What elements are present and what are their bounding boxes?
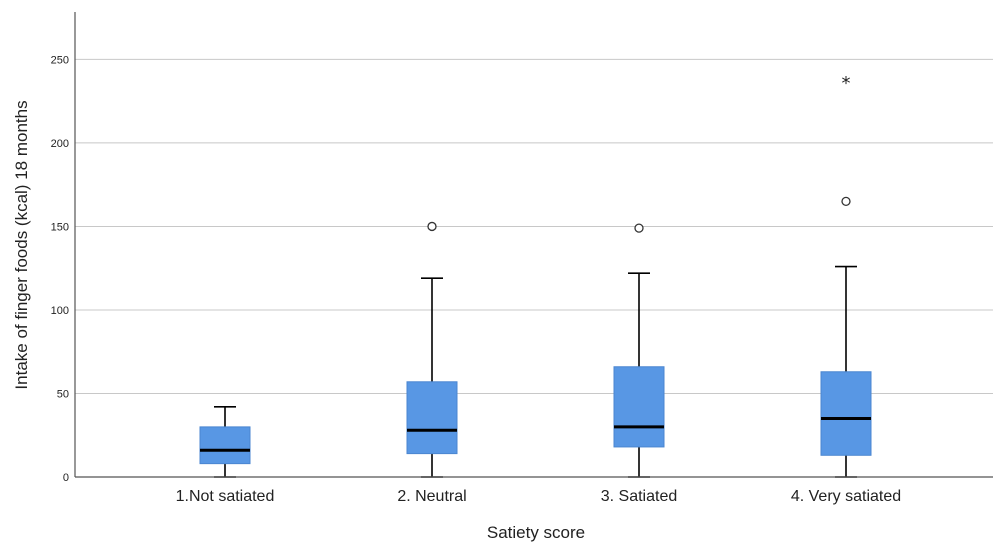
box-group — [406, 221, 458, 478]
y-tick-label: 200 — [51, 138, 69, 150]
y-tick-label: 150 — [51, 221, 69, 233]
x-category-label: 3. Satiated — [601, 488, 678, 505]
box-group — [199, 406, 251, 478]
x-category-labels: 1.Not satiated 2. Neutral 3. Satiated 4. Ve… — [176, 488, 902, 505]
y-tick-label: 0 — [63, 472, 69, 484]
boxes: * — [199, 73, 872, 478]
y-tick-label: 250 — [51, 54, 69, 66]
iqr-box — [199, 426, 251, 465]
y-axis-title: Intake of finger foods (kcal) 18 months — [12, 100, 31, 389]
outlier-point — [427, 221, 437, 232]
extreme-point: * — [842, 73, 851, 94]
outlier-point — [841, 196, 851, 207]
iqr-box — [613, 366, 665, 448]
y-tick-label: 50 — [57, 388, 69, 400]
x-category-label: 4. Very satiated — [791, 488, 901, 505]
box-group: * — [820, 73, 872, 478]
x-category-label: 1.Not satiated — [176, 488, 275, 505]
box-group — [613, 223, 665, 478]
x-category-label: 2. Neutral — [397, 488, 466, 505]
x-axis-title: Satiety score — [487, 523, 585, 542]
iqr-box — [820, 371, 872, 456]
y-tick-label: 100 — [51, 305, 69, 317]
outlier-point — [634, 223, 644, 233]
gridlines — [75, 58, 993, 394]
y-tick-labels: 0 50 100 150 200 250 — [51, 54, 69, 484]
iqr-box — [406, 381, 458, 455]
